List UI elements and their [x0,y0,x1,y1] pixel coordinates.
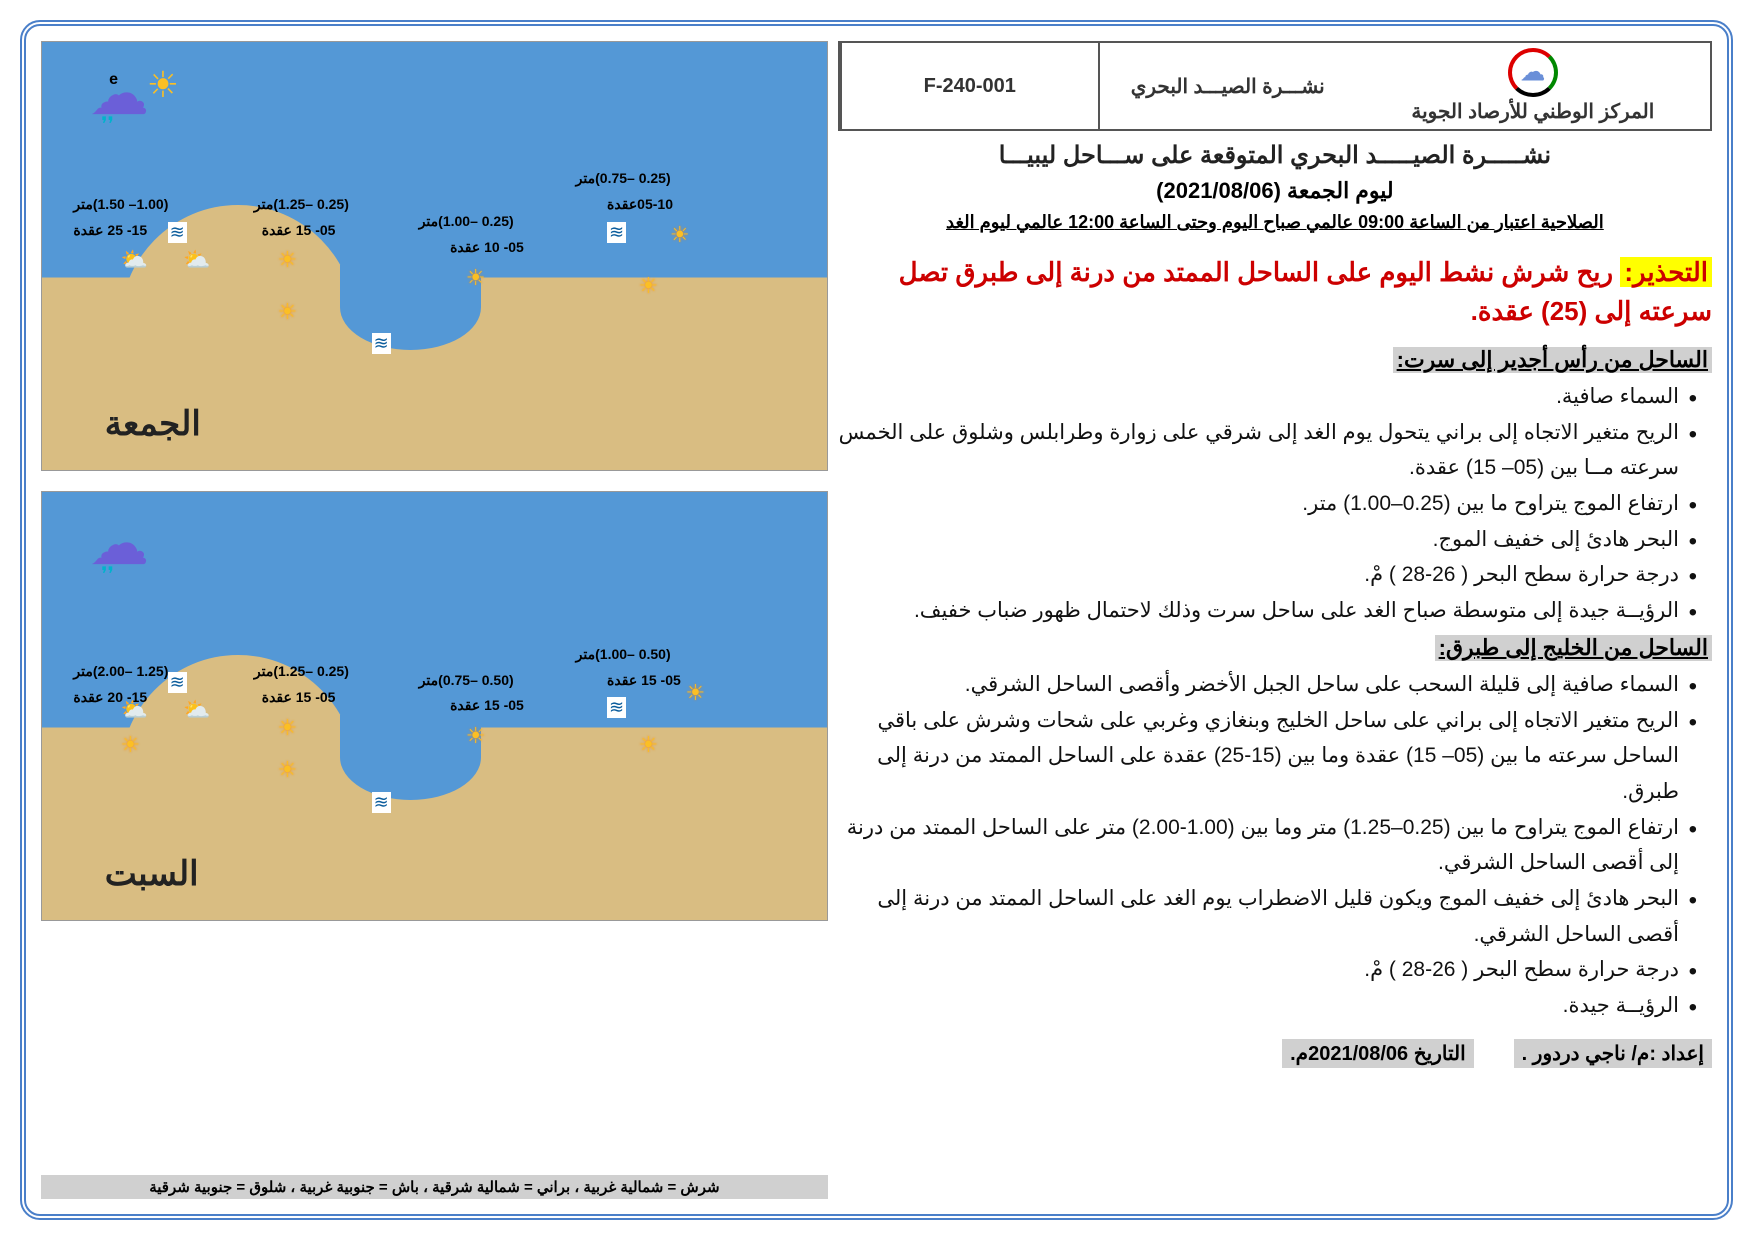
partly-cloudy-icon: ⛅ [120,697,147,723]
map2-p3-wave: (0.50 –0.75)متر [419,672,514,689]
text-column: ☁ المركز الوطني للأرصاد الجوية نشـــرة ا… [838,41,1712,1199]
day-date: ليوم الجمعة (2021/08/06) [843,178,1707,204]
sun-icon: ☀ [638,273,658,299]
logo-icon: ☁ [1508,48,1558,97]
sun-icon: ☀ [120,732,140,758]
sun-icon: ☀ [277,247,297,273]
map2-day-label: السبت [105,854,199,894]
form-code: F-240-001 [924,75,1016,98]
map1-p2-wave: (0.25 –1.25)متر [254,196,349,213]
list-item: الريح متغير الاتجاه إلى براني على ساحل ا… [838,703,1697,810]
rain-drops-icon: ❜❜ [101,562,114,587]
header-code-cell: F-240-001 [840,43,1098,129]
sun-icon: ☀ [670,222,690,248]
list-item: السماء صافية. [838,379,1697,415]
list-item: البحر هادئ إلى خفيف الموج ويكون قليل الا… [838,881,1697,952]
wave-icon: ≋ [168,222,187,243]
title-block: نشـــــرة الصيـــــد البحري المتوقعة على… [838,131,1712,243]
list-item: السماء صافية إلى قليلة السحب على ساحل ال… [838,667,1697,703]
map-saturday: ☁❜❜ (1.25 –2.00)متر 15- 20 عقدة ≋ ⛅ ⛅ ☀ … [41,491,828,921]
sun-icon: ☀ [638,732,658,758]
list-item: درجة حرارة سطح البحر ( 26-28 ) مْ. [838,557,1697,593]
maps-column: ☁❜❜☀e (1.00– 1.50)متر 15- 25 عقدة ≋ ⛅ ⛅ … [41,41,828,1199]
map1-p3-wind: 05- 10 عقدة [450,239,524,256]
map2-p1-wave: (1.25 –2.00)متر [73,663,168,680]
list-item: درجة حرارة سطح البحر ( 26-28 ) مْ. [838,952,1697,988]
section1-list: السماء صافية. الريح متغير الاتجاه إلى بر… [838,379,1712,629]
map1-p4-wind: 05-10عقدة [607,196,673,213]
rain-cloud-icon: ☁❜❜ [89,509,149,579]
sun-icon: ☀ [277,757,297,783]
wave-icon: ≋ [607,222,626,243]
header-table: ☁ المركز الوطني للأرصاد الجوية نشـــرة ا… [838,41,1712,131]
rain-cloud-icon: ☁❜❜☀e [89,59,149,129]
map1-p2-wind: 05- 15 عقدة [262,222,336,239]
map2-p2-wind: 05- 15 عقدة [262,689,336,706]
header-type-cell: نشـــرة الصيـــد البحري [1098,43,1356,129]
footer-row: إعداد :م/ ناجي دردور . التاريخ 2021/08/0… [838,1039,1712,1068]
section-2: الساحل من الخليج إلى طبرق: السماء صافية … [838,629,1712,1024]
map1-p1-wave: (1.00– 1.50)متر [73,196,168,213]
sun-icon: ☀ [277,715,297,741]
warning-label: التحذير: [1620,257,1712,287]
wave-icon: ≋ [372,792,391,813]
page-frame: ☁ المركز الوطني للأرصاد الجوية نشـــرة ا… [20,20,1733,1220]
sun-icon: ☀ [466,723,486,749]
section-1: الساحل من رأس أجدير إلى سرت: السماء صافي… [838,341,1712,629]
sun-icon: ☀ [147,64,179,106]
wave-icon: ≋ [607,697,626,718]
list-item: الرؤيــة جيدة إلى متوسطة صباح الغد على س… [838,593,1697,629]
list-item: الريح متغير الاتجاه إلى براني يتحول يوم … [838,415,1697,486]
section1-head: الساحل من رأس أجدير إلى سرت: [1393,347,1712,373]
wind-legend: شرش = شمالية غربية ، براني = شمالية شرقي… [41,1175,828,1199]
partly-cloudy-icon: ⛅ [183,247,210,273]
sun-icon: ☀ [277,299,297,325]
sun-icon: ☀ [686,680,706,706]
bulletin-type: نشـــرة الصيـــد البحري [1131,74,1325,99]
partly-cloudy-icon: ⛅ [183,697,210,723]
map1-p3-wave: (0.25 –1.00)متر [419,213,514,230]
prepared-by: إعداد :م/ ناجي دردور . [1514,1039,1712,1068]
sun-icon: ☀ [466,265,486,291]
map2-p3-wind: 05- 15 عقدة [450,697,524,714]
wave-icon: ≋ [372,333,391,354]
map-friday: ☁❜❜☀e (1.00– 1.50)متر 15- 25 عقدة ≋ ⛅ ⛅ … [41,41,828,471]
maps-wrap: ☁❜❜☀e (1.00– 1.50)متر 15- 25 عقدة ≋ ⛅ ⛅ … [41,41,828,921]
warning-block: التحذير: ريح شرش نشط اليوم على الساحل ال… [838,253,1712,331]
validity-line: الصلاحية اعتبار من الساعة 09:00 عالمي صب… [843,212,1707,233]
map1-day-label: الجمعة [105,404,201,444]
rain-drops-icon: ❜❜ [101,112,114,137]
map1-p1-wind: 15- 25 عقدة [73,222,147,239]
sea-inlet [340,715,481,801]
section2-list: السماء صافية إلى قليلة السحب على ساحل ال… [838,667,1712,1024]
header-org-cell: ☁ المركز الوطني للأرصاد الجوية [1356,43,1710,129]
issue-date: التاريخ 2021/08/06م. [1282,1039,1474,1068]
map2-p4-wind: 05- 15 عقدة [607,672,681,689]
list-item: ارتفاع الموج يتراوح ما بين (0.25–1.25) م… [838,810,1697,881]
list-item: ارتفاع الموج يتراوح ما بين (0.25–1.00) م… [838,486,1697,522]
section2-head: الساحل من الخليج إلى طبرق: [1435,635,1712,661]
wave-icon: ≋ [168,672,187,693]
cloud-icon: ☁ [1521,58,1545,87]
sea-inlet [340,265,481,351]
map2-p4-wave: (0.50 –1.00)متر [576,646,671,663]
list-item: الرؤيــة جيدة. [838,988,1697,1024]
list-item: البحر هادئ إلى خفيف الموج. [838,522,1697,558]
map1-p4-wave: (0.25 –0.75)متر [576,170,671,187]
map2-p2-wave: (0.25 –1.25)متر [254,663,349,680]
org-name: المركز الوطني للأرصاد الجوية [1411,99,1654,124]
partly-cloudy-icon: ⛅ [120,247,147,273]
main-title: نشـــــرة الصيـــــد البحري المتوقعة على… [843,141,1707,170]
warning-text: ريح شرش نشط اليوم على الساحل الممتد من د… [899,257,1712,326]
